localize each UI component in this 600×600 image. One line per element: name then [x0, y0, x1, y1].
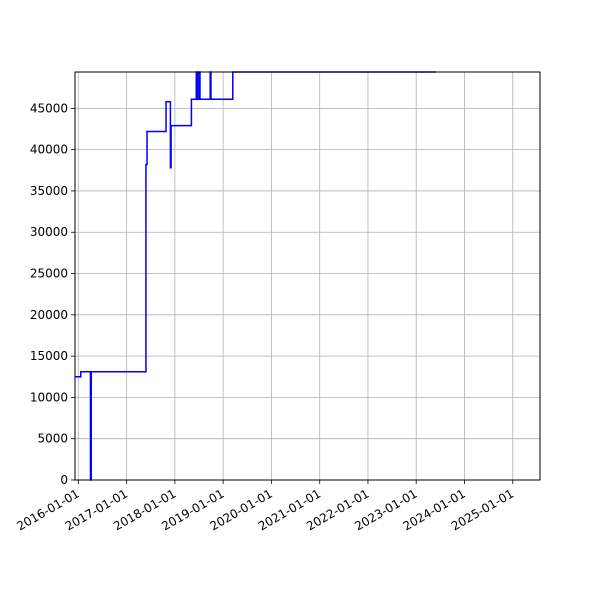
- y-axis: 0 5000 10000 15000 20000 25000 30000 35000 40000…: [30, 101, 75, 487]
- y-tick-label: 0: [60, 473, 68, 487]
- y-tick-label: 25000: [30, 267, 68, 281]
- series-group: [75, 71, 437, 481]
- y-tick-label: 45000: [30, 101, 68, 115]
- y-tick-label: 40000: [30, 143, 68, 157]
- y-tick-label: 20000: [30, 308, 68, 322]
- plot-frame: [74, 71, 541, 481]
- series-line: [75, 71, 437, 481]
- y-tick-label: 5000: [37, 432, 68, 446]
- y-tick-label: 10000: [30, 390, 68, 404]
- y-tick-label: 30000: [30, 225, 68, 239]
- grid-lines: [75, 72, 540, 481]
- y-tick-label: 35000: [30, 184, 68, 198]
- y-tick-label: 15000: [30, 349, 68, 363]
- x-axis: 2016-01-012017-01-012018-01-012019-01-01…: [14, 480, 516, 533]
